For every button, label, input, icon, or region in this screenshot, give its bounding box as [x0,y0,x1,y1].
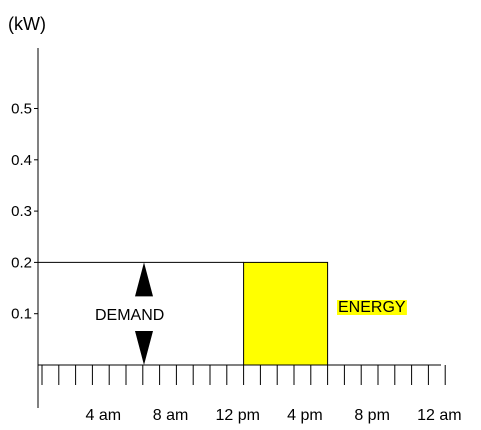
y-tick-label: 0.3 [11,203,32,220]
arrow-down-head [135,331,153,365]
x-ticks [41,365,446,385]
energy-block-bar [243,261,329,366]
x-tick-label: 4 am [86,407,122,424]
x-tick-label: 8 pm [354,407,390,424]
y-tick-label: 0.1 [11,306,32,323]
y-axis-unit-label: (kW) [8,14,46,34]
x-tick-label: 12 am [417,407,461,424]
energy-label: ENERGY [338,299,406,316]
y-ticks: 0.1 0.2 0.3 0.4 0.5 [11,101,38,323]
y-tick-label: 0.4 [11,152,32,169]
x-tick-labels: 4 am 8 am 12 pm 4 pm 8 pm 12 am [86,407,462,424]
energy-label-highlight [337,300,407,315]
y-tick-label: 0.2 [11,254,32,271]
x-tick-label: 8 am [153,407,189,424]
x-tick-label: 4 pm [287,407,323,424]
demand-label: DEMAND [95,307,164,324]
demand-arrow-icon [135,262,153,365]
y-tick-label: 0.5 [11,101,32,118]
arrow-up-head [135,262,153,297]
x-tick-label: 12 pm [215,407,259,424]
